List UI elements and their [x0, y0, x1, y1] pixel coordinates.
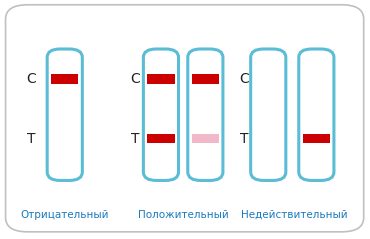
Text: T: T — [240, 132, 248, 146]
Bar — [192, 134, 219, 143]
FancyBboxPatch shape — [299, 49, 334, 180]
Bar — [51, 74, 78, 84]
Text: C: C — [130, 72, 140, 86]
Bar — [147, 134, 175, 143]
Text: C: C — [239, 72, 249, 86]
FancyBboxPatch shape — [144, 49, 179, 180]
FancyBboxPatch shape — [188, 49, 223, 180]
FancyBboxPatch shape — [251, 49, 286, 180]
Text: Положительный: Положительный — [138, 210, 229, 220]
Bar — [303, 134, 330, 143]
Text: C: C — [27, 72, 36, 86]
Text: Отрицательный: Отрицательный — [20, 210, 109, 220]
Text: T: T — [131, 132, 139, 146]
Text: Недействительный: Недействительный — [241, 210, 347, 220]
Text: T: T — [27, 132, 36, 146]
Bar — [192, 74, 219, 84]
FancyBboxPatch shape — [47, 49, 83, 180]
FancyBboxPatch shape — [6, 5, 364, 232]
Bar — [147, 74, 175, 84]
